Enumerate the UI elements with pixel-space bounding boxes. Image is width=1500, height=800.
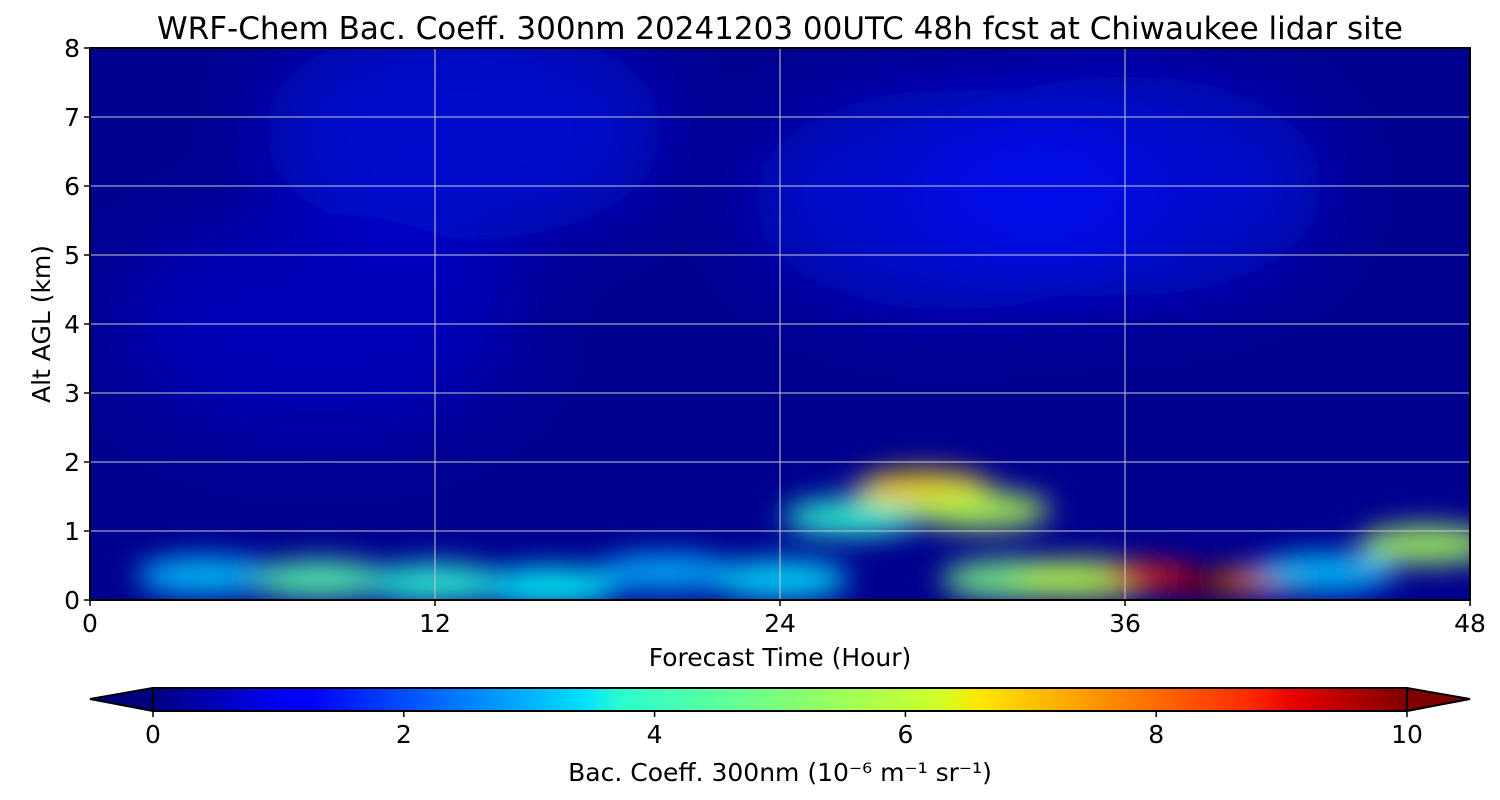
colorbar-extend-max: [1406, 686, 1471, 713]
colorbar: 0 2 4 6 8 10 Bac. Coeff. 300nm (10⁻⁶ m⁻¹ sr⁻¹…: [89, 686, 1471, 787]
chart-title: WRF-Chem Bac. Coeff. 300nm 20241203 00UT…: [157, 11, 1403, 47]
colorbar-tick-label-3: 6: [897, 720, 913, 749]
y-tick-label-0: 0: [64, 586, 80, 615]
field-feature-0: [136, 556, 274, 596]
colorbar-tick-label-0: 0: [145, 720, 161, 749]
colorbar-tick-label-5: 10: [1391, 720, 1423, 749]
y-tick-label-1: 1: [64, 517, 80, 546]
colorbar-tick-label-1: 2: [396, 720, 412, 749]
colorbar-tick-label-4: 8: [1148, 720, 1164, 749]
x-tick-label-2: 24: [764, 609, 796, 638]
colorbar-gradient: [153, 688, 1407, 711]
x-axis-label: Forecast Time (Hour): [649, 643, 912, 672]
x-tick-label-4: 48: [1454, 609, 1486, 638]
colorbar-tick-label-2: 4: [647, 720, 663, 749]
field-feature-6: [782, 497, 921, 537]
y-tick-label-2: 2: [64, 448, 80, 477]
x-tick-label-1: 12: [419, 609, 451, 638]
colorbar-extend-min: [89, 686, 154, 713]
field-feature-8: [912, 490, 1051, 530]
field-feature-3: [481, 566, 619, 600]
colorbar-label: Bac. Coeff. 300nm (10⁻⁶ m⁻¹ sr⁻¹): [568, 758, 992, 787]
y-tick-label-8: 8: [64, 34, 80, 63]
colorbar-frame: [152, 687, 1408, 712]
field-feature-15: [1357, 525, 1470, 565]
field-feature-16: [262, 48, 665, 242]
plot-area: [90, 48, 1470, 600]
y-ticks: 0 1 2 3 4 5 6 7 8: [64, 34, 90, 615]
y-tick-label-7: 7: [64, 103, 80, 132]
field-feature-1: [251, 559, 389, 599]
y-tick-label-5: 5: [64, 241, 80, 270]
y-tick-label-3: 3: [64, 379, 80, 408]
field-detail: [136, 470, 1470, 600]
y-tick-label-4: 4: [64, 310, 80, 339]
field-feature-4: [596, 553, 734, 592]
y-axis-label: Alt AGL (km): [27, 245, 56, 403]
x-tick-label-0: 0: [82, 609, 98, 638]
colorbar-ticks: 0 2 4 6 8 10: [145, 711, 1423, 749]
field-feature-14: [1257, 553, 1396, 592]
y-tick-label-6: 6: [64, 172, 80, 201]
x-tick-label-3: 36: [1109, 609, 1141, 638]
x-ticks: 0 12 24 36 48: [82, 600, 1486, 638]
